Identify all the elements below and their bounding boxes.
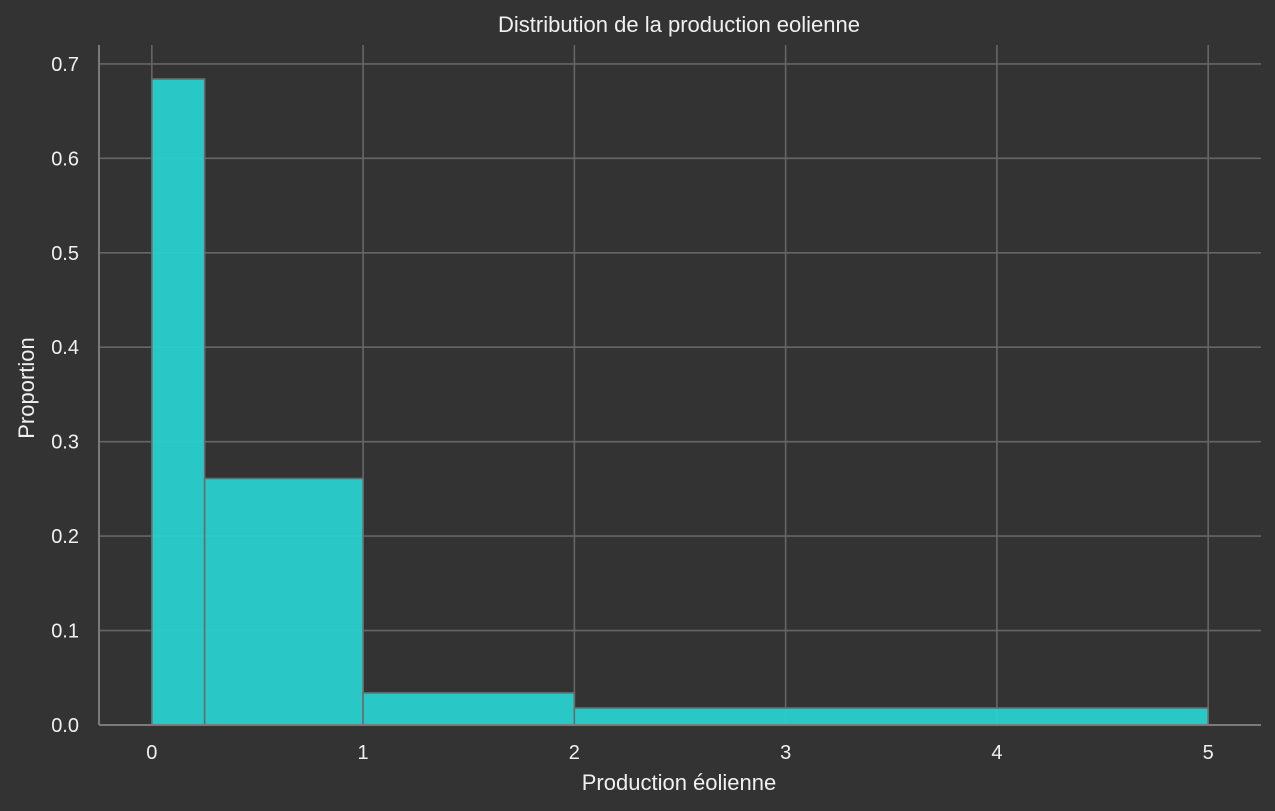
y-tick-label: 0.0 [51, 715, 79, 737]
y-tick-label: 0.1 [51, 621, 79, 643]
tick-label-layer: 0 1 2 3 4 5 0.0 0.1 0.2 0.3 0.4 0.5 0.6 0.7 [51, 54, 1214, 764]
x-axis-label: Production éolienne [582, 770, 776, 795]
x-tick-label: 1 [358, 742, 369, 764]
histogram-bar [362, 692, 576, 726]
grid-layer [99, 45, 1261, 726]
x-tick-label: 0 [146, 742, 157, 764]
x-tick-label: 3 [780, 742, 791, 764]
histogram-bar [151, 78, 206, 726]
y-tick-label: 0.3 [51, 432, 79, 454]
y-tick-label: 0.2 [51, 526, 79, 548]
axis-layer [98, 45, 1261, 726]
x-tick-label: 4 [991, 742, 1002, 764]
y-tick-label: 0.7 [51, 54, 79, 76]
bar-layer [151, 78, 1209, 726]
y-tick-label: 0.4 [51, 337, 79, 359]
y-tick-label: 0.6 [51, 148, 79, 170]
y-axis-label: Proportion [14, 337, 39, 439]
x-tick-label: 2 [569, 742, 580, 764]
y-tick-label: 0.5 [51, 243, 79, 265]
histogram-bar [203, 477, 364, 726]
x-tick-label: 5 [1203, 742, 1214, 764]
histogram-bar [573, 707, 1209, 726]
chart-title: Distribution de la production eolienne [498, 12, 860, 37]
